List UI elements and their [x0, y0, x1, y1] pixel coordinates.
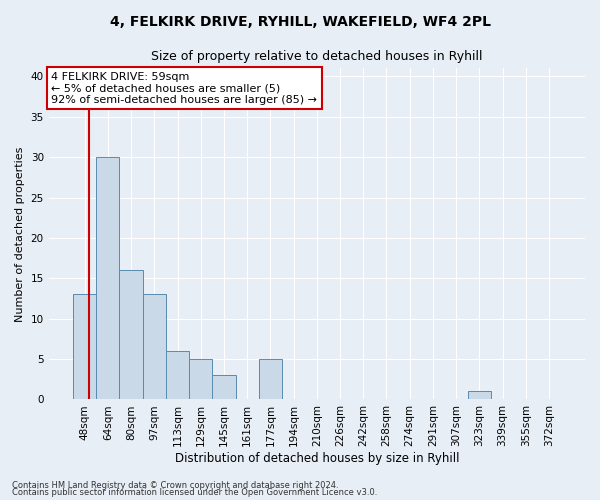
X-axis label: Distribution of detached houses by size in Ryhill: Distribution of detached houses by size …	[175, 452, 459, 465]
Bar	[259, 359, 282, 400]
Bar	[468, 392, 491, 400]
Title: Size of property relative to detached houses in Ryhill: Size of property relative to detached ho…	[151, 50, 482, 63]
Bar	[189, 359, 212, 400]
Bar	[96, 157, 119, 400]
Bar	[212, 375, 236, 400]
Text: 4 FELKIRK DRIVE: 59sqm
← 5% of detached houses are smaller (5)
92% of semi-detac: 4 FELKIRK DRIVE: 59sqm ← 5% of detached …	[52, 72, 317, 105]
Bar	[143, 294, 166, 400]
Text: Contains HM Land Registry data © Crown copyright and database right 2024.: Contains HM Land Registry data © Crown c…	[12, 480, 338, 490]
Bar	[119, 270, 143, 400]
Text: Contains public sector information licensed under the Open Government Licence v3: Contains public sector information licen…	[12, 488, 377, 497]
Bar	[73, 294, 96, 400]
Y-axis label: Number of detached properties: Number of detached properties	[15, 146, 25, 322]
Bar	[166, 351, 189, 400]
Text: 4, FELKIRK DRIVE, RYHILL, WAKEFIELD, WF4 2PL: 4, FELKIRK DRIVE, RYHILL, WAKEFIELD, WF4…	[110, 15, 491, 29]
